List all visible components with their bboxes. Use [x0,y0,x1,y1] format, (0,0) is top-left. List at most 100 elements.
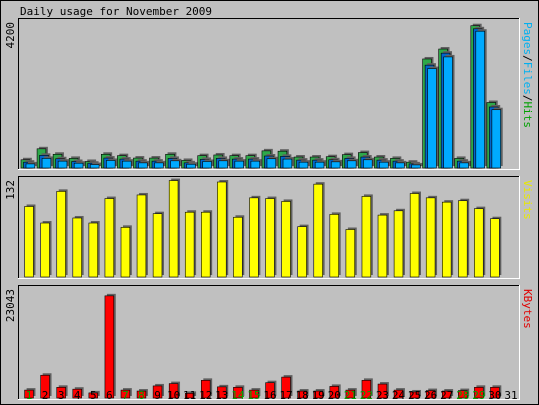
bar-kbytes-day-27 [441,390,452,399]
bar-visits-day-8 [136,194,147,278]
y-max-label: 132 [4,180,17,200]
bar-pages-day-15 [250,160,261,169]
bar-pages-day-24 [395,162,405,169]
bar-visits-day-20 [329,214,339,278]
bar-pages-day-26 [427,68,437,169]
bar-kbytes-day-10 [168,383,179,399]
bar-pages-day-21 [346,160,357,169]
day-label-29: 29 [472,389,485,402]
bar-kbytes-day-12 [201,380,211,399]
bar-pages-day-12 [202,161,212,169]
bar-kbytes-day-13 [217,386,227,399]
bar-visits-day-3 [56,191,66,278]
bar-kbytes-day-2 [40,374,50,399]
bar-visits-day-17 [281,201,291,278]
day-label-16: 16 [263,389,276,402]
panel-2: 132 Visits [4,176,534,279]
day-label-22: 22 [360,389,373,402]
day-label-6: 6 [106,389,113,402]
y-max-label: 23043 [4,289,17,322]
bar-kbytes-day-6 [104,295,115,399]
bar-kbytes-day-3 [56,387,66,399]
bar-pages-day-5 [89,164,100,169]
bar-pages-day-18 [298,161,309,169]
legend-part: / [521,55,534,62]
x-axis-day-labels: 1 2 3 4 5 6 7 8 9 10 11 12 13 14 15 16 17 18 19 20 21 22 23 24 2… [26,389,518,402]
bars [24,178,502,278]
bar-visits-day-9 [152,213,163,278]
bar-kbytes-day-16 [265,382,275,399]
bar-kbytes-day-11 [184,393,195,399]
bar-pages-day-14 [234,160,244,169]
bars [20,23,503,169]
bar-kbytes-day-25 [409,391,420,399]
day-label-23: 23 [376,389,389,402]
bar-kbytes-day-5 [88,392,99,399]
bar-kbytes-day-1 [24,389,34,399]
bar-visits-day-25 [409,193,420,278]
legend-part: Visits [521,180,534,220]
bar-pages-day-20 [330,161,341,169]
bar-kbytes-day-24 [393,389,404,399]
bar-pages-day-3 [57,160,68,169]
day-label-11: 11 [183,389,196,402]
bar-kbytes-day-22 [361,380,372,399]
bar-kbytes-day-9 [152,385,163,399]
day-label-31: 31 [504,389,517,402]
day-label-8: 8 [138,389,145,402]
day-label-26: 26 [424,389,437,402]
legend-part: Hits [521,102,534,129]
bar-kbytes-day-26 [425,390,436,399]
bar-kbytes-day-14 [233,387,243,399]
bar-visits-day-7 [120,227,131,278]
bar-visits-day-28 [458,200,468,278]
series-legend-label: KBytes [521,289,534,329]
bar-pages-day-11 [186,163,196,169]
bar-kbytes-day-19 [313,390,323,399]
bar-visits-day-16 [265,198,275,278]
bar-visits-day-6 [104,198,115,278]
bar-kbytes-day-30 [490,387,500,399]
bar-pages-day-22 [363,159,373,169]
bar-pages-day-8 [138,162,148,169]
bar-visits-day-29 [474,208,484,278]
legend-part: Files [521,62,534,95]
day-label-30: 30 [488,389,501,402]
day-label-21: 21 [344,389,357,402]
bar-kbytes-day-4 [72,388,82,399]
bar-pages-day-1 [25,163,36,169]
day-label-2: 2 [42,389,49,402]
bar-pages-day-10 [170,160,180,169]
bar-visits-day-11 [184,211,195,278]
chart-title: Daily usage for November 2009 [20,5,212,18]
bar-visits-day-1 [24,206,34,278]
day-label-12: 12 [199,389,212,402]
bar-kbytes-day-18 [297,390,307,399]
bar-visits-day-24 [393,210,404,278]
bar-pages-day-23 [379,161,389,169]
day-label-1: 1 [26,389,33,402]
day-label-17: 17 [279,389,292,402]
bar-visits-day-27 [441,201,452,278]
bar-visits-day-18 [297,226,307,278]
bar-kbytes-day-21 [345,389,356,399]
day-label-20: 20 [328,389,341,402]
bar-kbytes-day-7 [120,389,131,399]
day-label-10: 10 [167,389,180,402]
bar-kbytes-day-29 [474,387,484,399]
day-label-9: 9 [154,389,161,402]
bar-visits-day-22 [361,196,372,278]
day-label-4: 4 [74,389,81,402]
bar-visits-day-23 [377,214,388,278]
day-label-28: 28 [456,389,469,402]
bar-pages-day-7 [122,160,132,169]
bar-pages-day-17 [282,158,293,169]
day-label-14: 14 [231,389,245,402]
bar-kbytes-day-17 [281,376,291,399]
bar-pages-day-27 [443,56,453,169]
day-label-18: 18 [296,389,309,402]
bar-visits-day-19 [313,183,323,278]
day-label-13: 13 [215,389,228,402]
